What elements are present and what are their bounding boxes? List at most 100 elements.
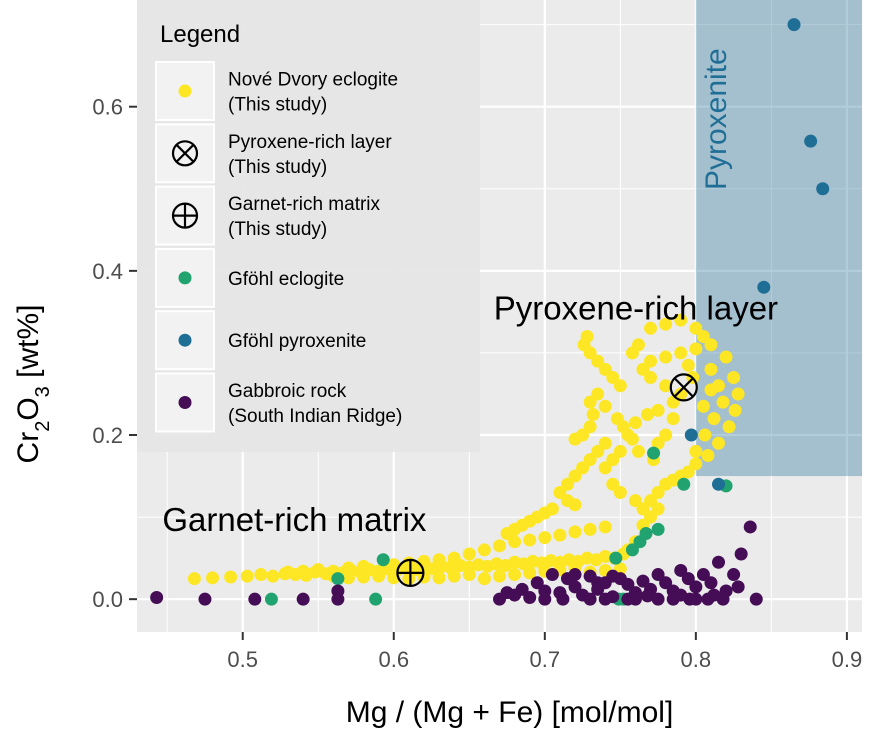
x-axis-title: Mg / (Mg + Fe) [mol/mol] — [346, 696, 674, 729]
data-point-series-0 — [689, 342, 703, 356]
data-point-series-0 — [583, 522, 597, 536]
data-point-series-0 — [636, 502, 650, 516]
data-point-series-1 — [625, 543, 639, 557]
data-point-series-0 — [696, 399, 710, 413]
y-axis-title: Cr2O3 [wt%] — [12, 305, 54, 464]
data-point-series-3 — [583, 592, 597, 606]
data-point-series-0 — [613, 379, 627, 393]
data-point-series-0 — [477, 543, 491, 557]
data-point-series-0 — [553, 485, 567, 499]
data-point-series-1 — [677, 477, 691, 491]
annotation-marker-0 — [669, 373, 698, 402]
data-point-series-0 — [659, 477, 673, 491]
data-point-series-0 — [341, 571, 355, 585]
data-point-series-0 — [641, 407, 655, 421]
data-point-series-0 — [254, 568, 268, 582]
data-point-series-0 — [674, 346, 688, 360]
data-point-series-3 — [659, 576, 673, 590]
data-point-series-3 — [716, 592, 730, 606]
data-point-series-3 — [641, 589, 655, 603]
legend: Legend Nové Dvory eclogite (This study) Pyr… — [137, 0, 480, 452]
data-point-series-0 — [598, 520, 612, 534]
data-point-series-0 — [613, 485, 627, 499]
legend-item: Nové Dvory eclogite (This study) — [155, 61, 398, 121]
legend-label: Nové Dvory eclogite — [228, 70, 398, 91]
data-point-series-3 — [712, 555, 726, 569]
data-point-series-3 — [749, 592, 763, 606]
legend-label: Gföhl pyroxenite — [228, 331, 366, 352]
axes: 0.5 0.6 0.7 0.8 0.9 0.0 0.2 0.4 0.6 — [92, 95, 862, 672]
data-point-series-0 — [493, 539, 506, 553]
data-point-series-0 — [651, 502, 665, 516]
data-point-series-3 — [743, 520, 757, 534]
data-point-series-0 — [508, 535, 522, 549]
data-point-series-3 — [674, 588, 688, 602]
data-point-series-0 — [583, 346, 597, 360]
data-point-series-0 — [712, 436, 726, 450]
annotation-label-0: Pyroxene-rich layer — [494, 289, 778, 326]
data-point-series-0 — [187, 572, 201, 586]
data-point-series-2 — [684, 428, 698, 442]
data-point-series-0 — [538, 531, 552, 545]
data-point-series-0 — [644, 494, 658, 508]
data-point-series-0 — [666, 412, 680, 426]
data-point-series-0 — [698, 428, 712, 442]
legend-item: Pyroxene-rich layer (This study) — [155, 123, 392, 184]
data-point-series-0 — [311, 563, 325, 577]
legend-key-dot — [178, 271, 192, 285]
data-point-series-3 — [689, 580, 703, 594]
data-point-series-0 — [447, 555, 461, 569]
data-point-series-0 — [696, 330, 710, 344]
data-point-series-0 — [296, 564, 310, 578]
data-point-series-0 — [598, 399, 612, 413]
data-point-series-2 — [757, 280, 771, 294]
data-point-series-0 — [372, 569, 386, 583]
data-point-series-1 — [264, 592, 278, 606]
data-point-series-0 — [722, 420, 736, 434]
y-tick-label: 0.6 — [92, 95, 123, 120]
data-point-series-2 — [787, 18, 801, 32]
data-point-series-0 — [707, 412, 721, 426]
chart-annotations: Pyroxene-rich layer Garnet-rich matrix — [162, 289, 778, 588]
data-point-series-1 — [376, 553, 390, 567]
data-point-series-0 — [659, 428, 673, 442]
data-point-series-0 — [606, 453, 620, 467]
y-axis-title-part: 2 — [32, 421, 54, 432]
data-point-series-1 — [639, 527, 653, 541]
data-point-series-0 — [704, 362, 718, 376]
data-point-series-0 — [402, 556, 416, 570]
data-point-series-0 — [462, 547, 476, 561]
data-point-series-0 — [357, 559, 371, 573]
y-axis-title-part: [wt%] — [12, 305, 45, 387]
data-point-series-0 — [727, 371, 741, 385]
data-point-series-0 — [628, 494, 642, 508]
data-point-series-0 — [568, 498, 582, 512]
data-point-series-0 — [508, 568, 522, 582]
data-point-series-0 — [674, 313, 688, 327]
legend-label: (This study) — [228, 95, 327, 116]
y-tick-label: 0.0 — [92, 587, 123, 612]
data-point-series-3 — [681, 572, 695, 586]
data-point-series-3 — [651, 568, 665, 582]
data-point-series-0 — [689, 321, 703, 335]
data-point-series-3 — [651, 592, 665, 606]
data-point-series-0 — [598, 362, 612, 376]
data-point-series-0 — [606, 477, 620, 491]
legend-label: Gabbroic rock — [228, 381, 347, 402]
data-point-series-0 — [659, 317, 673, 331]
data-point-series-0 — [583, 420, 597, 434]
data-point-series-0 — [560, 477, 574, 491]
data-point-series-0 — [591, 444, 605, 458]
data-point-series-1 — [331, 572, 345, 586]
y-axis-title-part: Cr — [12, 432, 45, 464]
data-point-series-0 — [644, 321, 658, 335]
legend-label: Garnet-rich matrix — [228, 194, 381, 215]
legend-item: Gföhl eclogite — [155, 247, 344, 308]
legend-key-dot — [178, 396, 192, 409]
legend-title: Legend — [160, 21, 240, 48]
data-point-series-0 — [598, 461, 612, 475]
data-point-series-0 — [500, 527, 514, 541]
data-point-series-0 — [636, 362, 650, 376]
data-point-series-0 — [432, 553, 446, 567]
